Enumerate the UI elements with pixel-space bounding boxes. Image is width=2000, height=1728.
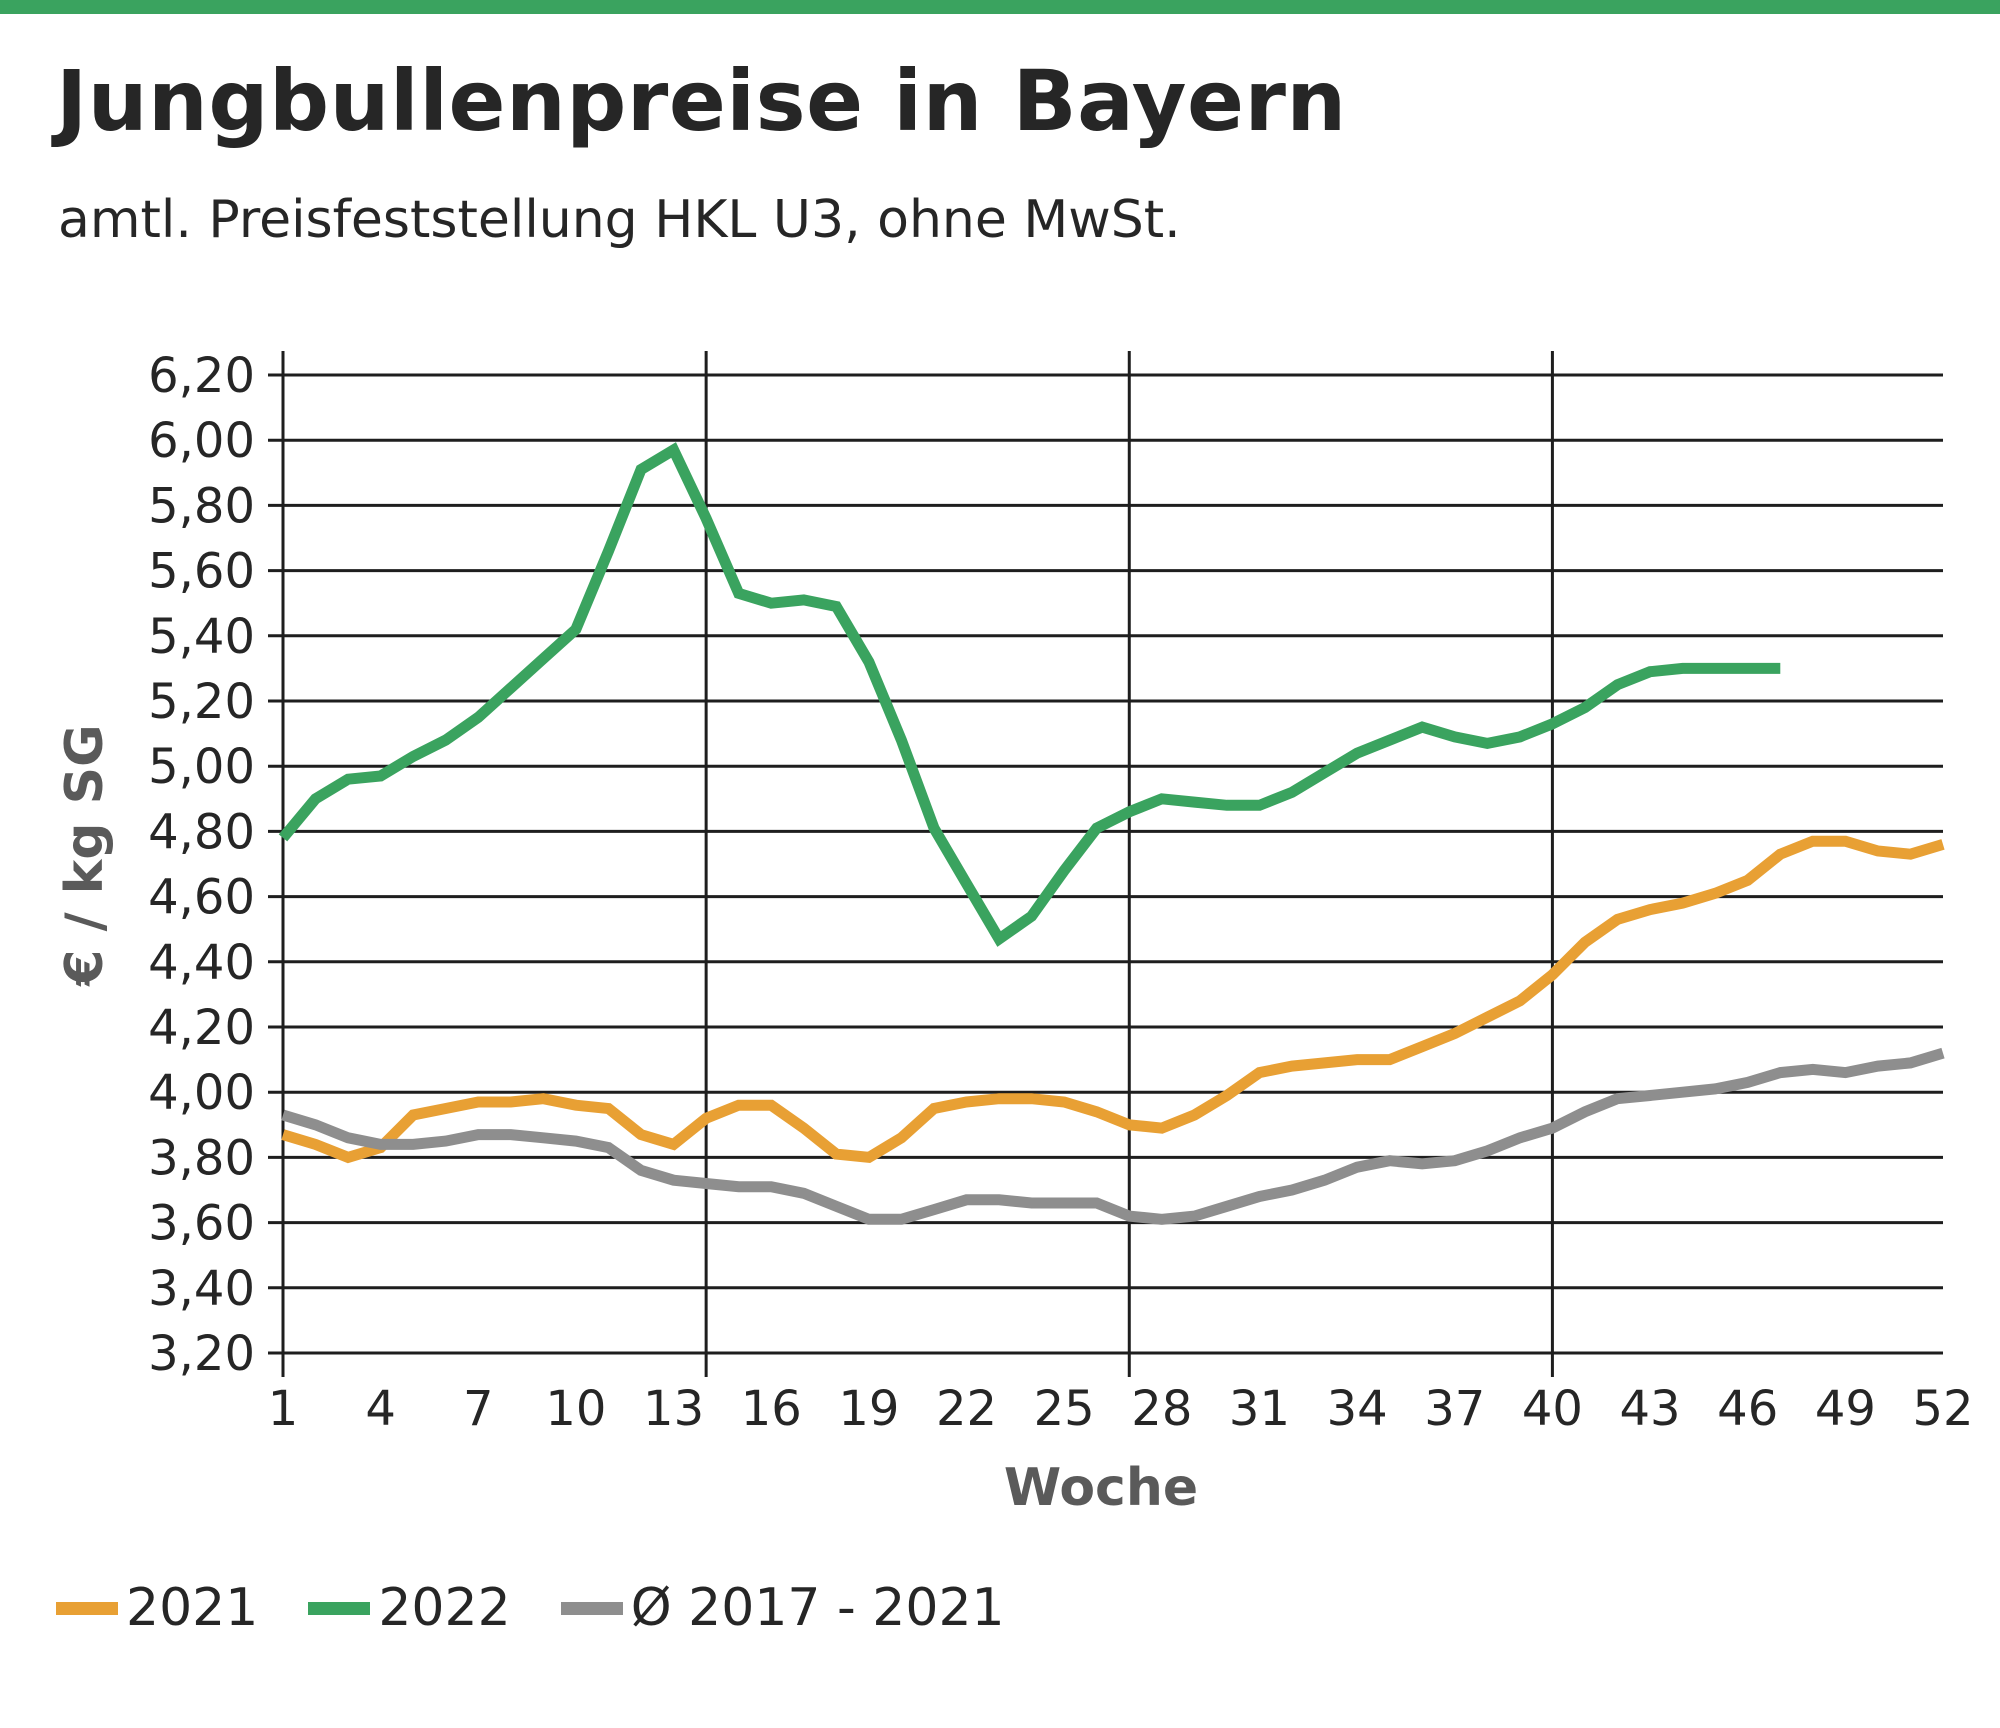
y-tick-label: 4,60 — [148, 870, 255, 926]
x-tick-label: 46 — [1717, 1381, 1778, 1437]
y-tick-label: 4,20 — [148, 1000, 255, 1056]
x-tick-label: 34 — [1327, 1381, 1388, 1437]
series-line-1 — [278, 442, 1781, 947]
legend-swatch-average — [560, 1601, 623, 1615]
legend-label-average: Ø 2017 - 2021 — [630, 1578, 1005, 1638]
y-tick-label: 4,80 — [148, 804, 255, 860]
y-tick-label: 3,20 — [148, 1326, 255, 1382]
x-tick-label: 52 — [1912, 1381, 1973, 1437]
x-tick-label: 31 — [1229, 1381, 1290, 1437]
x-tick-label: 22 — [936, 1381, 997, 1437]
legend-swatch-2022 — [308, 1601, 371, 1615]
grid-lines — [268, 351, 1943, 1377]
y-tick-label: 3,80 — [148, 1130, 255, 1186]
x-tick-label: 43 — [1620, 1381, 1681, 1437]
legend-item-2021: 2021 — [56, 1578, 258, 1638]
legend-swatch-2021 — [56, 1601, 118, 1615]
legend-label-2022: 2022 — [378, 1578, 511, 1638]
legend: 2021 2022 Ø 2017 - 2021 — [56, 1578, 1055, 1638]
top-accent-bar — [0, 0, 2000, 14]
y-tick-label: 5,40 — [148, 609, 255, 665]
y-tick-label: 5,60 — [148, 544, 255, 600]
x-axis-title: Woche — [1004, 1458, 1198, 1518]
x-tick-label: 40 — [1522, 1381, 1583, 1437]
x-tick-label: 4 — [365, 1381, 396, 1437]
y-tick-label: 5,80 — [148, 478, 255, 534]
chart-subtitle: amtl. Preisfeststellung HKL U3, ohne MwS… — [58, 190, 1181, 250]
x-tick-label: 7 — [463, 1381, 494, 1437]
series-line-0 — [281, 835, 1945, 1164]
y-tick-label: 3,40 — [148, 1261, 255, 1317]
y-axis-title: € / kg SG — [55, 724, 115, 986]
y-tick-label: 5,00 — [148, 739, 255, 795]
y-tick-label: 6,20 — [148, 348, 255, 404]
series-lines — [278, 442, 1945, 1225]
y-tick-label: 3,60 — [148, 1196, 255, 1252]
y-tick-label: 6,00 — [148, 413, 255, 469]
x-tick-label: 16 — [741, 1381, 802, 1437]
x-tick-label: 49 — [1815, 1381, 1876, 1437]
x-tick-label: 13 — [643, 1381, 704, 1437]
series-line-2 — [281, 1047, 1945, 1225]
x-tick-label: 25 — [1034, 1381, 1095, 1437]
x-tick-label: 10 — [545, 1381, 606, 1437]
chart-title: Jungbullenpreise in Bayern — [56, 52, 1347, 150]
x-tick-label: 19 — [838, 1381, 899, 1437]
x-tick-label: 28 — [1131, 1381, 1192, 1437]
y-tick-label: 4,40 — [148, 935, 255, 991]
x-tick-label: 37 — [1424, 1381, 1485, 1437]
legend-item-2022: 2022 — [308, 1578, 511, 1638]
axis-ticks: 3,20 3,40 3,60 3,80 4,00 4,20 4,40 4,60 4,80 5,00… — [148, 348, 1973, 1437]
legend-label-2021: 2021 — [126, 1578, 259, 1638]
x-tick-label: 1 — [268, 1381, 299, 1437]
legend-item-average: Ø 2017 - 2021 — [560, 1578, 1005, 1638]
y-tick-label: 4,00 — [148, 1065, 255, 1121]
y-tick-label: 5,20 — [148, 674, 255, 730]
